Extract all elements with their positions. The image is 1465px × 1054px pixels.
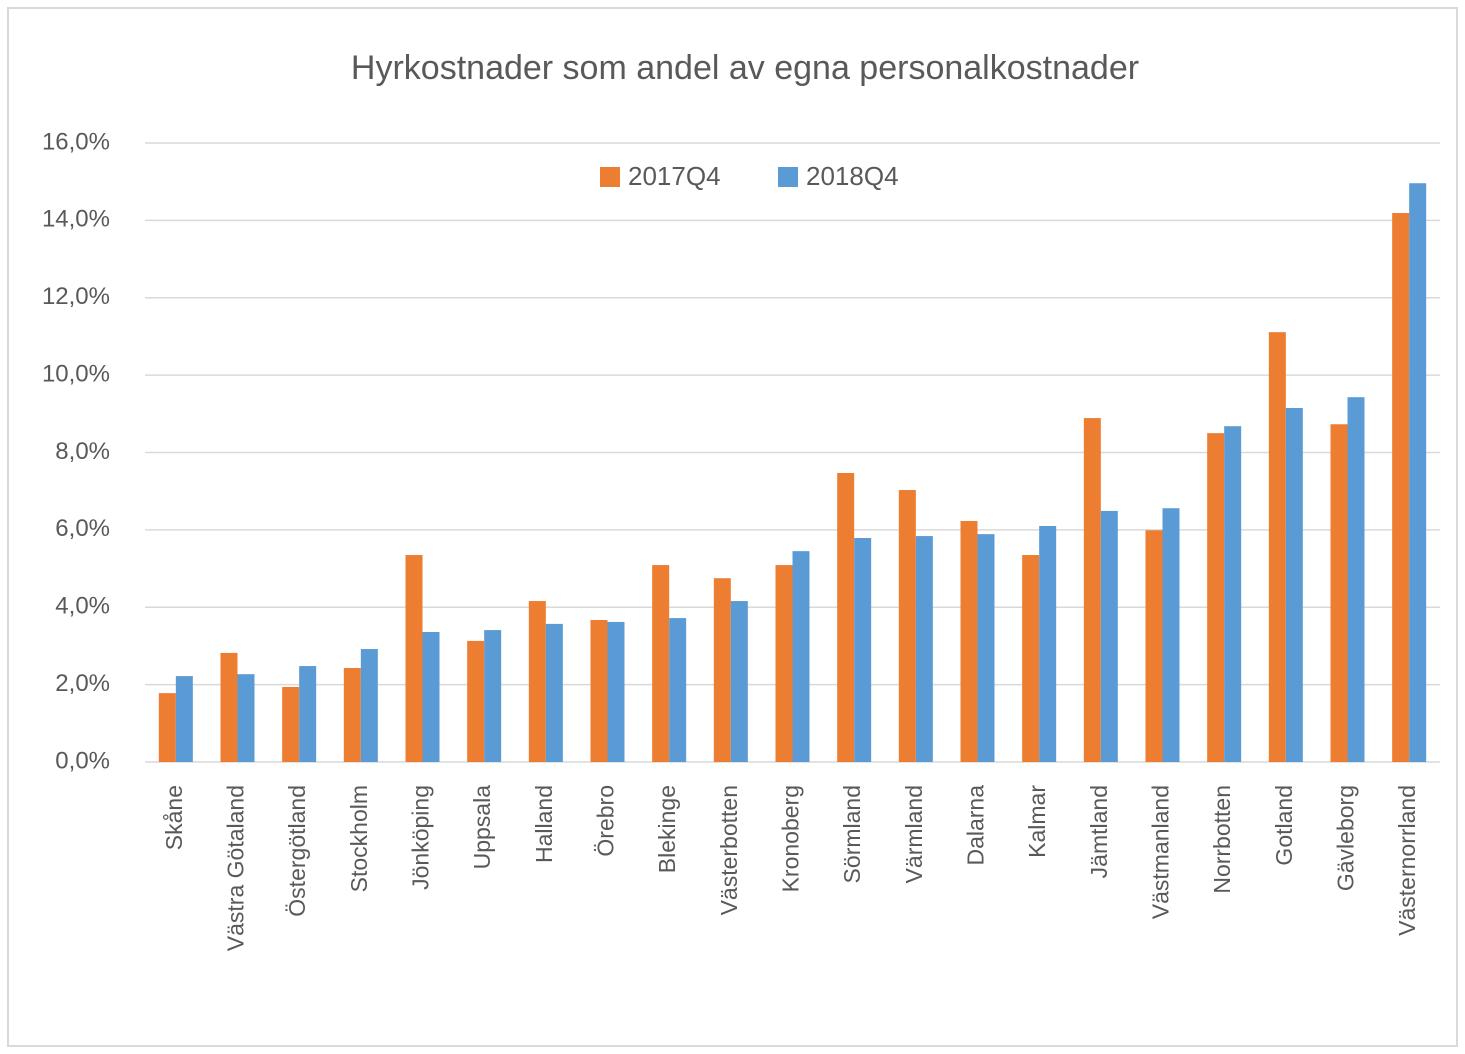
x-tick-label: Norrbotten bbox=[1209, 785, 1235, 894]
chart-title: Hyrkostnader som andel av egna personalk… bbox=[351, 49, 1139, 87]
bar bbox=[343, 667, 361, 762]
x-tick-label: Skåne bbox=[161, 785, 187, 850]
x-tick-label: Stockholm bbox=[346, 785, 372, 892]
x-tick-label: Kronoberg bbox=[778, 785, 804, 892]
x-tick-label: Blekinge bbox=[654, 785, 680, 873]
bar bbox=[484, 630, 502, 762]
x-tick-label: Värmland bbox=[901, 785, 927, 883]
bar bbox=[915, 536, 933, 762]
bar bbox=[898, 490, 916, 762]
x-tick-label: Uppsala bbox=[469, 785, 495, 870]
y-tick-label: 14,0% bbox=[42, 206, 110, 233]
bar bbox=[1285, 408, 1303, 762]
bar bbox=[545, 623, 563, 762]
x-tick-label: Västernorrland bbox=[1394, 785, 1420, 936]
bar bbox=[977, 534, 995, 762]
bar bbox=[960, 520, 978, 762]
bar bbox=[1100, 510, 1118, 762]
y-tick-label: 0,0% bbox=[55, 747, 110, 774]
legend-swatch bbox=[778, 167, 798, 187]
bar bbox=[1207, 433, 1225, 762]
bar bbox=[1268, 332, 1286, 762]
x-tick-label: Halland bbox=[531, 785, 557, 863]
bar bbox=[837, 473, 855, 762]
x-tick-label: Gotland bbox=[1271, 785, 1297, 866]
bar bbox=[775, 565, 793, 762]
bar bbox=[652, 565, 670, 762]
x-tick-label: Gävleborg bbox=[1333, 785, 1359, 891]
bar bbox=[1145, 530, 1163, 762]
x-tick-label: Västerbotten bbox=[716, 785, 742, 915]
x-tick-label: Östergötland bbox=[284, 785, 310, 917]
bar bbox=[713, 578, 731, 762]
bar bbox=[422, 632, 440, 762]
bar bbox=[669, 618, 687, 762]
bar bbox=[299, 666, 317, 762]
bar bbox=[158, 693, 176, 762]
legend-label: 2017Q4 bbox=[628, 161, 721, 191]
bar bbox=[175, 676, 193, 762]
bar bbox=[854, 537, 872, 762]
bar bbox=[1039, 526, 1057, 762]
bar bbox=[1347, 397, 1365, 762]
x-tick-label: Dalarna bbox=[963, 785, 989, 866]
x-tick-label: Jönköping bbox=[408, 785, 434, 890]
bar bbox=[792, 551, 810, 762]
y-tick-label: 6,0% bbox=[55, 515, 110, 542]
bar bbox=[607, 621, 625, 762]
bar bbox=[1409, 183, 1427, 763]
x-tick-label: Västra Götaland bbox=[223, 785, 249, 951]
y-tick-label: 4,0% bbox=[55, 593, 110, 620]
y-tick-label: 16,0% bbox=[42, 128, 110, 155]
x-tick-label: Kalmar bbox=[1024, 785, 1050, 858]
bar bbox=[237, 674, 255, 762]
bar bbox=[1392, 213, 1410, 763]
bar bbox=[467, 640, 485, 762]
bar bbox=[730, 601, 748, 762]
bar bbox=[1162, 508, 1180, 762]
legend-swatch bbox=[600, 167, 620, 187]
bar bbox=[1022, 555, 1040, 762]
bar bbox=[405, 555, 423, 762]
legend-label: 2018Q4 bbox=[806, 161, 899, 191]
bar bbox=[528, 601, 546, 762]
y-tick-label: 2,0% bbox=[55, 670, 110, 697]
y-tick-label: 12,0% bbox=[42, 283, 110, 310]
y-tick-label: 8,0% bbox=[55, 438, 110, 465]
bar bbox=[1224, 426, 1242, 762]
y-tick-label: 10,0% bbox=[42, 360, 110, 387]
bar bbox=[282, 686, 300, 762]
bar bbox=[590, 620, 608, 762]
x-tick-label: Sörmland bbox=[839, 785, 865, 883]
bar bbox=[360, 649, 378, 762]
x-tick-label: Örebro bbox=[593, 785, 619, 857]
bar bbox=[220, 652, 238, 762]
bar bbox=[1083, 418, 1101, 762]
x-tick-label: Jämtland bbox=[1086, 785, 1112, 878]
bar bbox=[1330, 424, 1348, 762]
x-tick-label: Västmanland bbox=[1148, 785, 1174, 919]
